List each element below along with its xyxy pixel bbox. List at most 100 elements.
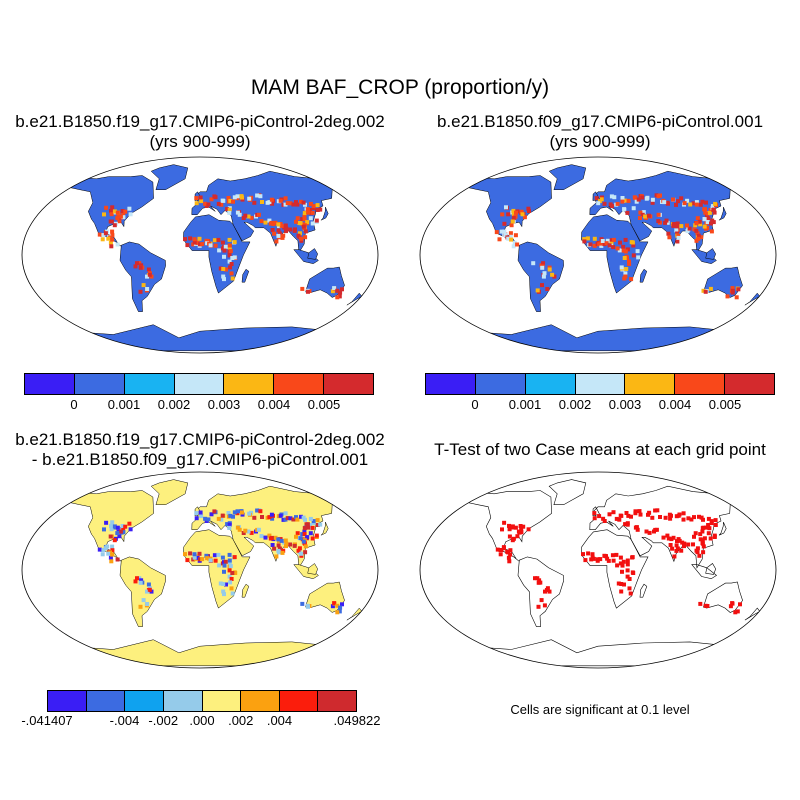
grid-cell [500,527,504,532]
grid-cell [213,243,218,248]
grid-cell [101,548,106,553]
colorbar-swatch [475,374,526,394]
landmass-madagascar [639,268,648,283]
colorbar-swatch [202,691,242,711]
grid-cell [671,223,676,228]
grid-cell [616,581,621,586]
grid-cell [543,589,547,594]
grid-cell [620,569,624,574]
grid-cell [306,210,311,215]
grid-cell [305,535,310,540]
grid-cell [298,536,303,541]
grid-cell [221,274,226,279]
grid-cell [288,227,293,232]
grid-cell [270,201,275,206]
grid-cell [547,589,552,594]
grid-cell [643,214,648,219]
grid-cell [536,604,541,609]
grid-cell [632,195,637,200]
colorbar-tick-label: 0 [471,397,479,412]
grid-cell [284,229,288,234]
colorbar-swatch [625,374,676,394]
grid-cell [128,212,133,217]
grid-cell [112,538,117,543]
grid-cell [299,236,304,241]
grid-cell [222,254,226,259]
grid-cell [302,214,307,219]
grid-cell [631,206,636,211]
grid-cell [221,582,226,586]
grid-cell [622,256,627,260]
grid-cell [252,200,257,205]
grid-cell [706,516,711,521]
grid-cell [618,240,622,245]
grid-cell [337,609,342,614]
grid-cell [631,253,636,258]
grid-cell [294,515,298,520]
grid-cell [256,212,261,217]
grid-cell [676,235,681,240]
grid-cell [283,223,288,228]
grid-cell [335,603,340,608]
grid-cell [503,233,508,238]
grid-cell [282,540,287,545]
grid-cell [270,543,275,547]
grid-cell [108,240,113,245]
grid-cell [675,546,680,551]
grid-cell [229,577,234,581]
grid-cell [221,267,226,271]
grid-cell [279,223,284,228]
grid-cell [310,210,315,215]
grid-cell [294,219,298,224]
grid-cell [700,541,705,545]
grid-cell [666,231,671,236]
grid-cell [226,511,231,515]
grid-cell [209,197,214,202]
grid-cell [614,552,619,557]
grid-cell [620,563,625,568]
grid-cell [609,238,614,243]
landmass-madagascar [639,583,648,598]
grid-cell [243,213,248,218]
grid-cell [618,513,623,518]
grid-cell [227,525,232,530]
grid-cell [306,289,310,294]
grid-cell [679,224,684,229]
grid-cell [315,208,320,212]
grid-cell [302,532,307,537]
grid-cell [280,235,285,240]
grid-cell [583,558,588,563]
grid-cell [227,522,232,527]
grid-cell [708,286,713,291]
grid-cell [118,214,123,219]
grid-cell [698,532,703,537]
grid-cell [269,197,274,202]
grid-cell [705,226,710,230]
grid-cell [139,578,144,583]
panel-title-line1: b.e21.B1850.f09_g17.CMIP6-piControl.001 [436,112,764,131]
grid-cell [213,558,218,563]
grid-cell [222,569,226,574]
grid-cell [623,274,628,279]
grid-cell [594,196,599,201]
grid-cell [259,219,264,224]
grid-cell [520,212,525,217]
grid-cell [515,534,520,539]
colorbar-tick-label: 0.002 [558,397,592,412]
grid-cell [679,196,684,201]
grid-cell [707,210,712,215]
grid-cell [222,563,227,568]
grid-cell [623,249,628,254]
grid-cell [626,513,631,518]
grid-cell [650,200,655,205]
grid-cell [299,514,303,519]
grid-cell [670,546,675,551]
grid-cell [699,235,704,240]
grid-cell [278,513,283,518]
grid-cell [283,538,288,543]
landmass-india-se-asia-islands [293,564,319,579]
grid-cell [117,219,122,224]
grid-cell [216,552,221,557]
grid-cell [620,199,625,204]
grid-cell [137,576,142,581]
